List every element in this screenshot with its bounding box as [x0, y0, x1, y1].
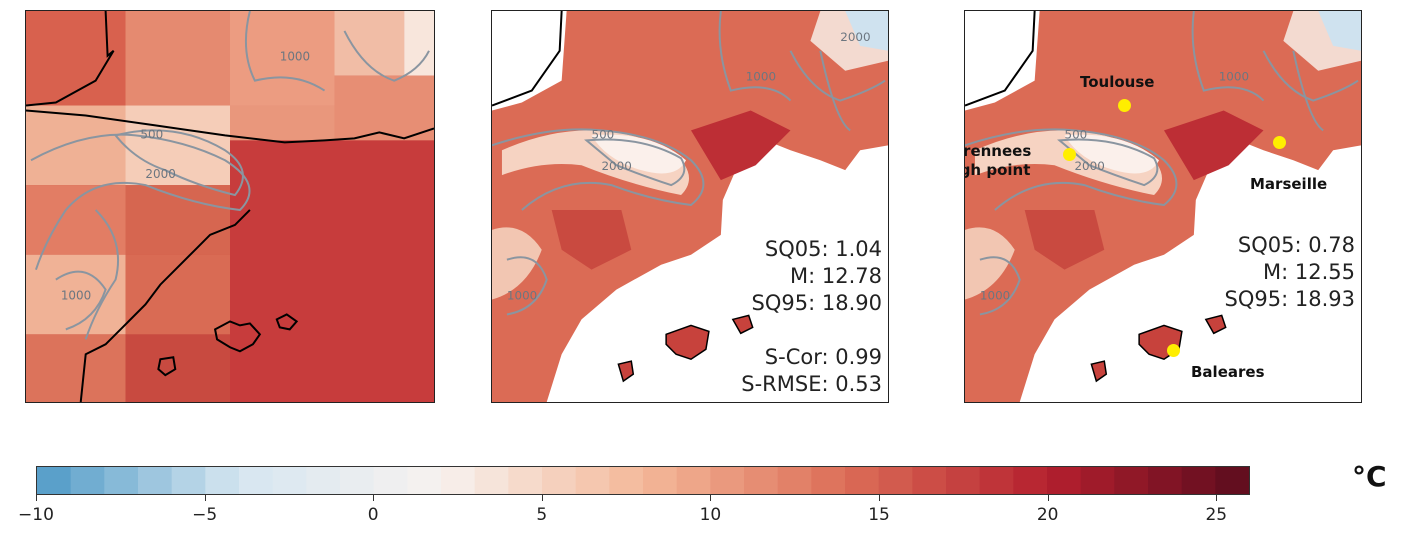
colorbar-segment [609, 467, 644, 494]
colorbar-tick-label: 15 [868, 505, 890, 525]
contour-label: 1000 [1219, 70, 1249, 84]
colorbar-unit: °C [1352, 460, 1387, 493]
contour-label: 500 [591, 127, 614, 141]
contour-label: 1000 [980, 289, 1010, 303]
contour-label: 2000 [1074, 159, 1104, 173]
colorbar-tick [373, 495, 375, 501]
model-temperature-map: 500 2000 1000 1000 2000 SQ05: 1.04 M: 12… [491, 10, 889, 403]
colorbar-tick-label: 0 [367, 505, 379, 525]
contour-label: 1000 [61, 289, 91, 303]
sq05-value: SQ05: 1.04 [764, 237, 882, 261]
colorbar-segment [1114, 467, 1149, 494]
colorbar-segment [340, 467, 375, 494]
mean-value: M: 12.55 [1263, 260, 1355, 284]
contour-label: 1000 [746, 70, 776, 84]
pyrenees-label-line-1: Pyrennees [964, 142, 1032, 160]
colorbar-tick [204, 495, 206, 501]
marseille-marker [1273, 136, 1286, 149]
colorbar-segment [1080, 467, 1115, 494]
reference-map-graphic: 500 2000 1000 1000 [965, 11, 1361, 402]
colorbar-segment [1148, 467, 1183, 494]
contour-label: 1000 [507, 289, 537, 303]
colorbar-segment [407, 467, 442, 494]
reference-temperature-map: 500 2000 1000 1000 Toulouse Pyrennees Hi… [964, 10, 1362, 403]
baleares-marker [1167, 344, 1180, 357]
colorbar-segment [37, 467, 72, 494]
colorbar-tick-label: 5 [536, 505, 548, 525]
colorbar-segment [171, 467, 206, 494]
baleares-label: Baleares [1191, 363, 1265, 381]
contour-label: 500 [140, 127, 163, 141]
colorbar-segment [575, 467, 610, 494]
spatial-rmse-value: S-RMSE: 0.53 [741, 372, 882, 396]
colorbar-tick [1047, 495, 1049, 501]
colorbar-tick [36, 495, 37, 501]
colorbar-tick-label: 20 [1036, 505, 1059, 525]
colorbar-tick [710, 495, 712, 501]
colorbar-gradient [37, 467, 1249, 494]
contour-label: 500 [1064, 127, 1087, 141]
pyrenees-high-point-marker [1063, 148, 1076, 161]
contour-label: 2000 [145, 167, 175, 181]
colorbar-tick [541, 495, 543, 501]
colorbar-segment [979, 467, 1014, 494]
reference-statistics: SQ05: 0.78 M: 12.55 SQ95: 18.93 [1225, 232, 1355, 313]
colorbar-segment [474, 467, 509, 494]
colorbar-segment [710, 467, 745, 494]
colorbar-segment [306, 467, 341, 494]
temperature-colorbar [36, 466, 1250, 495]
colorbar-tick-label: −10 [18, 505, 54, 525]
colorbar-segment [272, 467, 307, 494]
sq05-value: SQ05: 0.78 [1237, 233, 1355, 257]
contour-label: 2000 [840, 30, 870, 44]
colorbar-segment [373, 467, 408, 494]
colorbar-segment [239, 467, 274, 494]
colorbar-segment [138, 467, 173, 494]
colorbar-segment [104, 467, 139, 494]
colorbar-segment [508, 467, 543, 494]
model-statistics: SQ05: 1.04 M: 12.78 SQ95: 18.90 S-Cor: 0… [741, 236, 882, 398]
sq95-value: SQ95: 18.90 [751, 291, 882, 315]
colorbar-segment [777, 467, 812, 494]
coarse-temperature-map: 500 2000 1000 1000 [25, 10, 435, 403]
spatial-correlation-value: S-Cor: 0.99 [764, 345, 882, 369]
coarse-map-graphic: 500 2000 1000 1000 [26, 11, 434, 402]
contour-label: 1000 [280, 50, 310, 64]
colorbar-segment [878, 467, 913, 494]
toulouse-label: Toulouse [1080, 73, 1155, 91]
colorbar-segment [1215, 467, 1249, 494]
sq95-value: SQ95: 18.93 [1224, 287, 1355, 311]
colorbar-tick [1216, 495, 1218, 501]
colorbar-segment [912, 467, 947, 494]
colorbar-segment [542, 467, 577, 494]
colorbar-segment [676, 467, 711, 494]
colorbar-segment [70, 467, 105, 494]
colorbar-segment [643, 467, 678, 494]
colorbar-tick-label: 10 [699, 505, 722, 525]
colorbar-tick-label: −5 [192, 505, 218, 525]
marseille-label: Marseille [1250, 175, 1328, 193]
colorbar-tick-label: 25 [1205, 505, 1228, 525]
contour-label: 2000 [601, 159, 631, 173]
colorbar-segment [1013, 467, 1048, 494]
colorbar-segment [205, 467, 240, 494]
model-map-graphic: 500 2000 1000 1000 2000 [492, 11, 888, 402]
colorbar-segment [946, 467, 981, 494]
colorbar-tick [879, 495, 881, 501]
pyrenees-label: Pyrennees High point [964, 142, 1032, 180]
toulouse-marker [1118, 99, 1131, 112]
colorbar-segment [1047, 467, 1082, 494]
pyrenees-label-line-2: High point [965, 161, 1031, 179]
mean-value: M: 12.78 [790, 264, 882, 288]
colorbar-segment [744, 467, 779, 494]
colorbar-segment [1181, 467, 1216, 494]
colorbar-segment [441, 467, 476, 494]
colorbar-segment [811, 467, 846, 494]
colorbar-segment [845, 467, 880, 494]
